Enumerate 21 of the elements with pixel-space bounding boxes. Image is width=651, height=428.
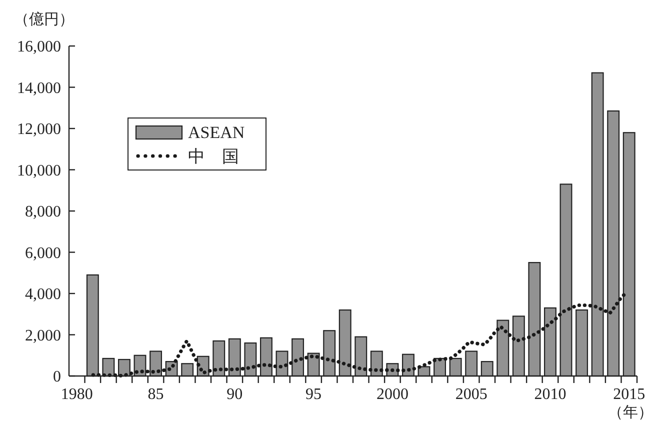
x-tick-label: 2015 [613,386,646,403]
y-axis-title: （億円） [14,11,74,28]
legend-label: 中 国 [188,147,239,166]
y-tick-label: 16,000 [17,38,61,56]
y-tick-label: 10,000 [17,162,61,180]
x-tick-label: 2000 [376,386,408,403]
y-tick-label: 0 [53,368,61,386]
x-tick-label: 95 [306,386,322,403]
x-tick-label: 2010 [534,386,566,403]
x-axis-title: （年） [608,404,651,421]
x-tick-label: 85 [148,386,164,403]
y-tick-label: 4,000 [25,286,61,303]
legend-label: ASEAN [188,123,245,142]
y-tick-label: 14,000 [17,80,61,97]
x-tick-label: 2005 [455,386,488,403]
y-tick-label: 8,000 [25,204,61,220]
y-tick-label: 2,000 [25,327,61,344]
x-tick-label: 1980 [60,386,93,403]
y-tick-label: 6,000 [25,244,61,262]
y-tick-label: 12,000 [17,121,61,138]
x-tick-label: 90 [226,386,243,403]
